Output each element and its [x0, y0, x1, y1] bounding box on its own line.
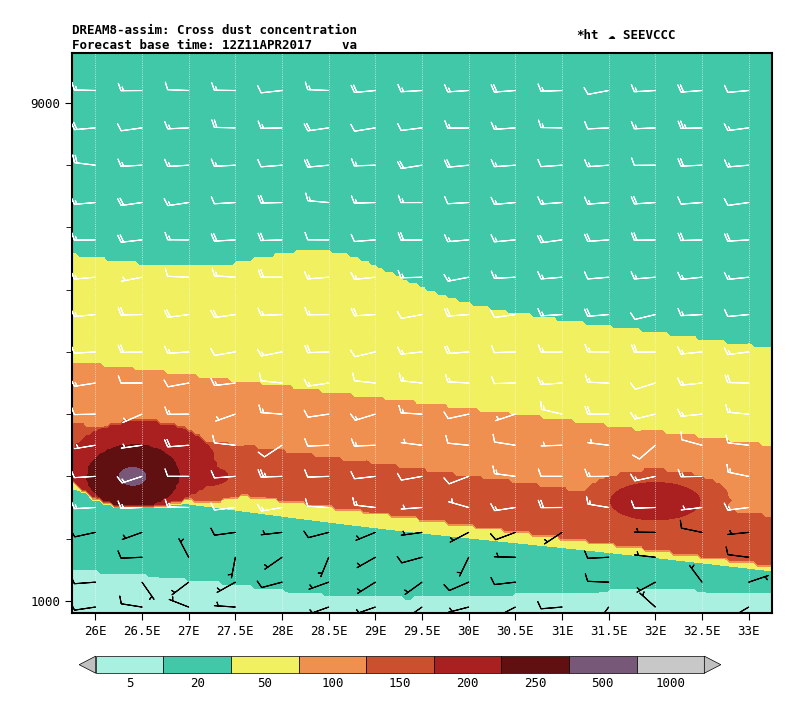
Bar — [637, 656, 704, 674]
Text: 50: 50 — [258, 677, 272, 690]
Bar — [231, 656, 298, 674]
Text: 250: 250 — [524, 677, 546, 690]
Text: DREAM8-assim: Cross dust concentration
Forecast base time: 12Z11APR2017    va: DREAM8-assim: Cross dust concentration F… — [72, 24, 357, 52]
Polygon shape — [704, 656, 721, 674]
Bar — [366, 656, 434, 674]
Bar — [163, 656, 231, 674]
Bar — [96, 656, 163, 674]
Text: 200: 200 — [456, 677, 479, 690]
Text: *ht: *ht — [576, 29, 598, 42]
Bar — [569, 656, 637, 674]
Text: 1000: 1000 — [655, 677, 686, 690]
Text: 150: 150 — [389, 677, 411, 690]
Text: 5: 5 — [126, 677, 134, 690]
Polygon shape — [79, 656, 96, 674]
Text: ☁ SEEVCCC: ☁ SEEVCCC — [608, 29, 675, 42]
Bar — [434, 656, 502, 674]
Bar — [502, 656, 569, 674]
Text: 20: 20 — [190, 677, 205, 690]
Text: 100: 100 — [321, 677, 344, 690]
Bar — [298, 656, 366, 674]
Text: 500: 500 — [592, 677, 614, 690]
